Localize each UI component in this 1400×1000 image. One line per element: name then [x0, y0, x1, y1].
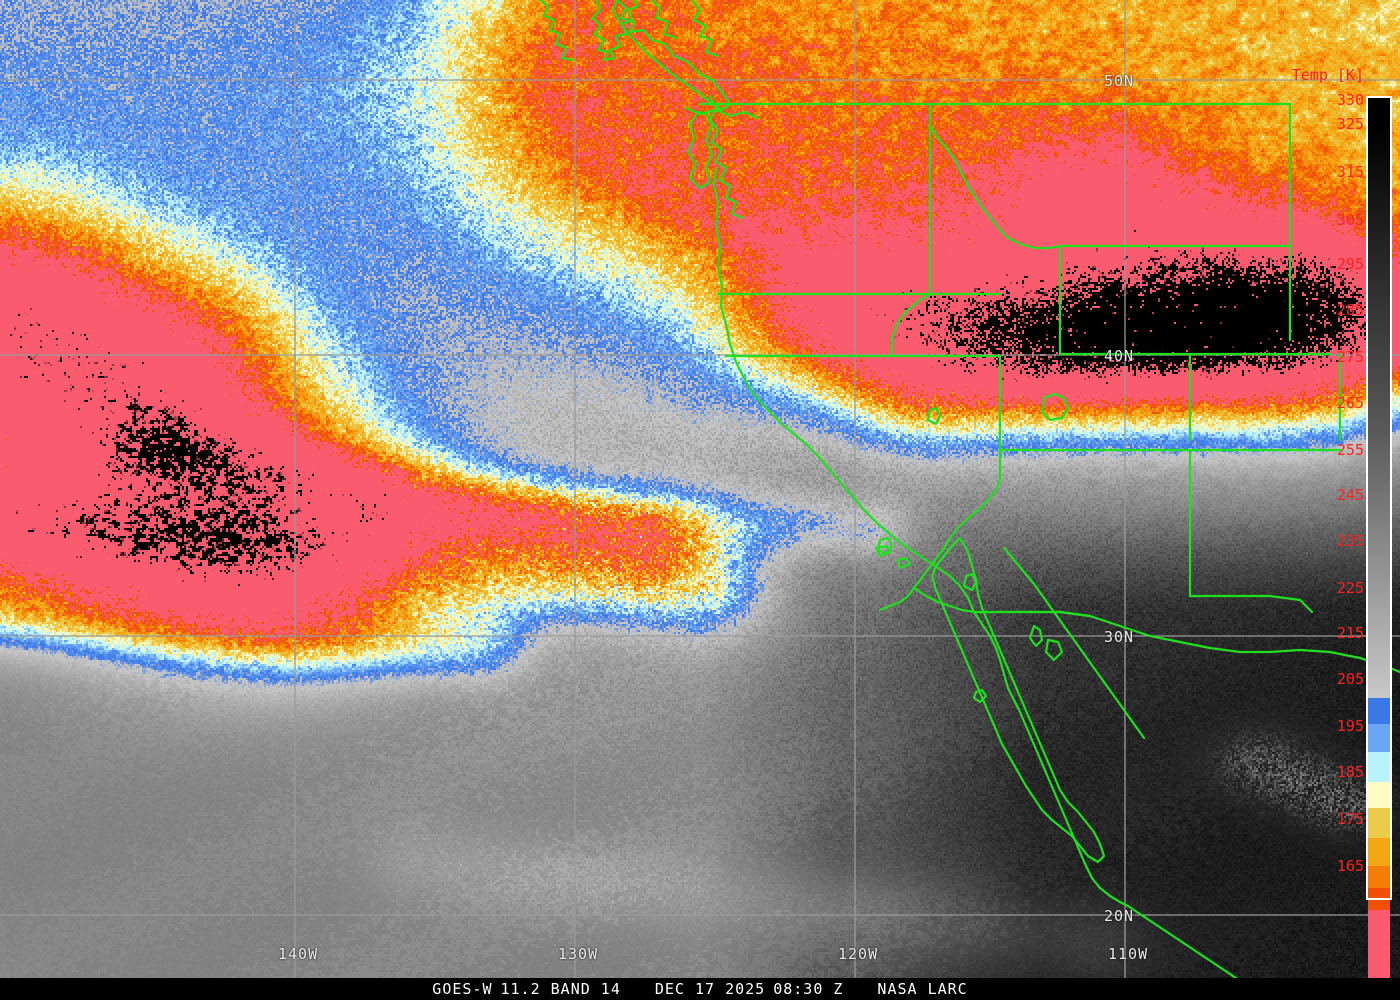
- info-banner: GOES-W 11.2 BAND 14 DEC 17 2025 08:30 Z …: [0, 978, 1400, 1000]
- colorbar-tick-175: 175: [1336, 810, 1364, 828]
- banner-satellite-channel: GOES-W: [432, 980, 493, 998]
- lon-label-130W: 130W: [558, 945, 599, 963]
- colorbar-tick-235: 235: [1336, 532, 1364, 550]
- colorbar-segment-pink-red: [1368, 910, 1390, 1000]
- lat-label-30N: 30N: [1104, 628, 1135, 646]
- colorbar-segment-pale-yellow: [1368, 782, 1390, 808]
- colorbar-segment-cyan: [1368, 752, 1390, 782]
- colorbar-tick-195: 195: [1336, 717, 1364, 735]
- colorbar-tick-255: 255: [1336, 441, 1364, 459]
- lat-label-50N: 50N: [1104, 72, 1135, 90]
- banner-date: DEC 17 2025: [654, 980, 766, 998]
- colorbar-tick-165: 165: [1336, 857, 1364, 875]
- colorbar-title: Temp [K]: [1291, 66, 1364, 84]
- lon-label-110W: 110W: [1108, 945, 1149, 963]
- banner-time: 08:30 Z: [773, 980, 844, 998]
- colorbar-tick-295: 295: [1336, 255, 1364, 273]
- lat-label-40N: 40N: [1104, 347, 1135, 365]
- colorbar-tick-245: 245: [1336, 486, 1364, 504]
- lon-label-140W: 140W: [278, 945, 319, 963]
- temperature-colorbar[interactable]: [1366, 96, 1392, 1000]
- banner-channel: 11.2 BAND 14: [500, 980, 621, 998]
- banner-source: NASA LARC: [877, 980, 968, 998]
- colorbar-segment-black-cap-warm: [1368, 98, 1390, 128]
- lon-label-120W: 120W: [838, 945, 879, 963]
- colorbar-segment-light-blue: [1368, 724, 1390, 752]
- colorbar-tick-215: 215: [1336, 624, 1364, 642]
- colorbar-tick-305: 305: [1336, 211, 1364, 229]
- colorbar-tick-315: 315: [1336, 163, 1364, 181]
- colorbar-tick-225: 225: [1336, 579, 1364, 597]
- colorbar-tick-185: 185: [1336, 763, 1364, 781]
- colorbar-tick-205: 205: [1336, 670, 1364, 688]
- colorbar-segment-grayscale-dark: [1368, 128, 1390, 428]
- colorbar-segment-amber: [1368, 838, 1390, 866]
- colorbar-tick-285: 285: [1336, 301, 1364, 319]
- satellite-raster: [0, 0, 1400, 978]
- colorbar-tick-330: 330: [1336, 91, 1364, 109]
- colorbar-segment-blue: [1368, 698, 1390, 724]
- colorbar-border: [1366, 96, 1392, 900]
- colorbar-tick-275: 275: [1336, 348, 1364, 366]
- colorbar-segment-orange: [1368, 866, 1390, 888]
- colorbar-segment-gold: [1368, 808, 1390, 838]
- colorbar-tick-265: 265: [1336, 394, 1364, 412]
- colorbar-tick-325: 325: [1336, 115, 1364, 133]
- colorbar-segment-grayscale-light: [1368, 428, 1390, 698]
- lat-label-20N: 20N: [1104, 907, 1135, 925]
